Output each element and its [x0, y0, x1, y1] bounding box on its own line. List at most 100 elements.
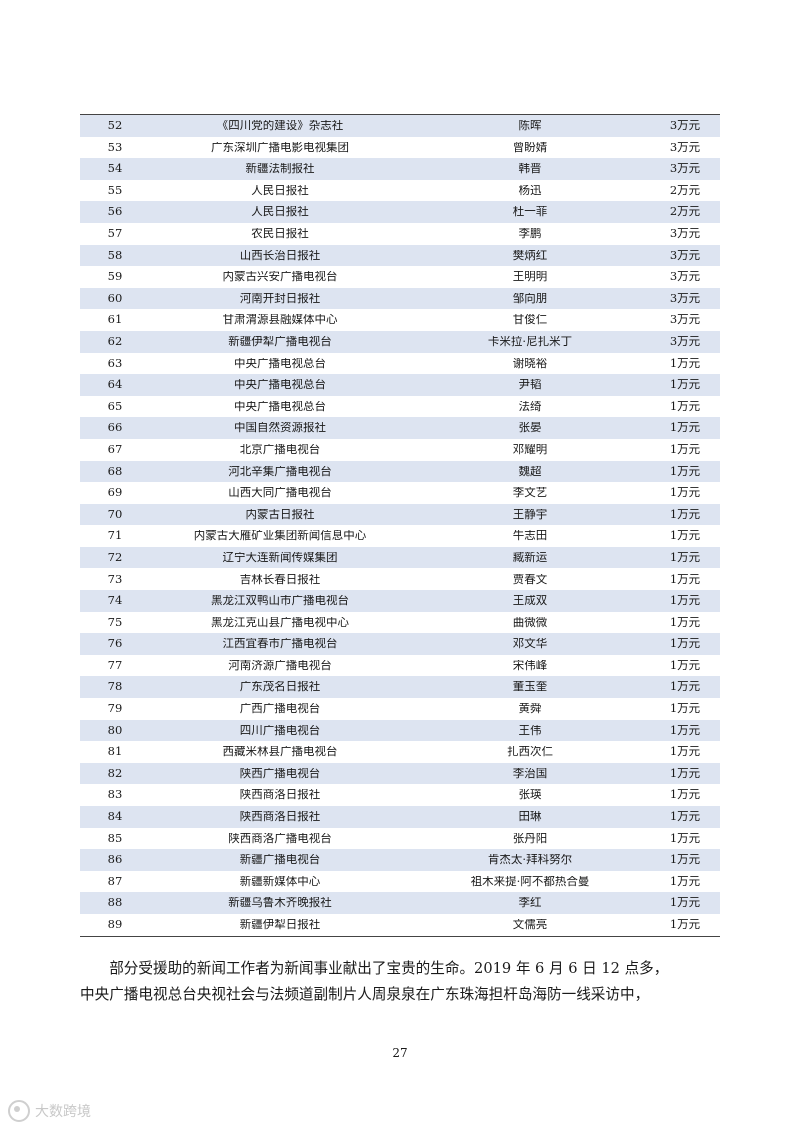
recipient-name-cell: 陈晖	[518, 120, 542, 132]
organization-cell: 新疆法制报社	[245, 163, 315, 175]
aid-amount-cell: 1万元	[669, 873, 701, 888]
recipient-name-cell: 张瑛	[518, 789, 542, 801]
row-number: 83	[107, 787, 123, 802]
organization-cell: 吉林长春日报社	[239, 573, 321, 586]
row-number: 56	[107, 204, 123, 219]
aid-amount-cell: 1万元	[669, 398, 701, 413]
table-row: 57 农民日报社 李鹏 3万元	[80, 223, 720, 245]
organization-cell: 中央广播电视总台	[234, 357, 326, 370]
aid-amount-cell: 2万元	[669, 204, 701, 219]
organization-cell: 黑龙江双鸭山市广播电视台	[211, 595, 349, 607]
aid-amount-cell: 1万元	[669, 420, 701, 435]
organization-cell: 黑龙江克山县广播电视中心	[211, 616, 349, 629]
aid-amount-cell: 3万元	[669, 226, 701, 241]
recipient-name-cell: 法绮	[518, 400, 542, 413]
table-row: 78 广东茂名日报社 董玉奎 1万元	[80, 676, 720, 699]
aid-amount-cell: 1万元	[669, 485, 701, 500]
aid-amount-cell: 1万元	[669, 549, 701, 564]
row-number: 70	[107, 506, 123, 521]
organization-cell: 人民日报社	[251, 184, 309, 197]
paragraph-line: 中央广播电视总台央视社会与法频道副制片人周泉泉在广东珠海担杆岛海防一线采访中，	[80, 986, 650, 1003]
table-row: 55 人民日报社 杨迅 2万元	[80, 180, 720, 202]
recipient-name-cell: 邓耀明	[512, 443, 548, 456]
aid-amount-cell: 1万元	[669, 809, 701, 824]
table-row: 84 陕西商洛日报社 田琳 1万元	[80, 806, 720, 828]
table-row: 88 新疆乌鲁木齐晚报社 李红 1万元	[80, 892, 720, 914]
row-number: 81	[107, 744, 123, 759]
aid-amount-cell: 1万元	[669, 571, 701, 586]
organization-cell: 中央广播电视总台	[234, 400, 326, 413]
organization-cell: 《四川党的建设》杂志社	[216, 120, 344, 132]
aid-amount-cell: 1万元	[669, 679, 701, 694]
organization-cell: 山西长治日报社	[239, 249, 321, 262]
row-number: 61	[107, 312, 123, 327]
table-row: 79 广西广播电视台 黄舜 1万元	[80, 698, 720, 720]
table-row: 82 陕西广播电视台 李治国 1万元	[80, 762, 720, 785]
organization-cell: 西藏米林县广播电视台	[222, 746, 338, 758]
recipient-name-cell: 臧新运	[512, 551, 548, 564]
row-number: 73	[107, 571, 123, 586]
row-number: 85	[107, 830, 123, 845]
organization-cell: 山西大同广播电视台	[228, 487, 332, 499]
organization-cell: 河北辛集广播电视台	[228, 465, 332, 478]
table-row: 66 中国自然资源报社 张晏 1万元	[80, 417, 720, 439]
row-number: 68	[107, 463, 123, 478]
body-paragraph: 部分受援助的新闻工作者为新闻事业献出了宝贵的生命。2019 年 6 月 6 日 …	[80, 956, 720, 1008]
row-number: 60	[107, 290, 123, 305]
organization-cell: 中央广播电视总台	[234, 379, 326, 391]
recipient-name-cell: 董玉奎	[512, 681, 548, 693]
aid-amount-cell: 1万元	[669, 377, 701, 392]
table-row: 68 河北辛集广播电视台 魏超 1万元	[80, 460, 720, 483]
recipient-name-cell: 邹向朋	[512, 292, 548, 305]
table-row: 54 新疆法制报社 韩晋 3万元	[80, 158, 720, 180]
row-number: 80	[107, 722, 123, 737]
table-row: 74 黑龙江双鸭山市广播电视台 王成双 1万元	[80, 590, 720, 612]
row-number: 63	[107, 355, 123, 370]
aid-amount-cell: 3万元	[669, 118, 701, 133]
recipient-name-cell: 田琳	[518, 811, 542, 823]
row-number: 58	[107, 247, 123, 262]
row-number: 66	[107, 420, 123, 435]
aid-amount-cell: 1万元	[669, 355, 701, 370]
recipient-name-cell: 李红	[518, 897, 542, 909]
aid-amount-cell: 1万元	[669, 528, 701, 543]
recipient-name-cell: 谢晓裕	[512, 357, 548, 370]
aid-amount-cell: 1万元	[669, 463, 701, 478]
recipient-name-cell: 张晏	[518, 422, 542, 434]
organization-cell: 人民日报社	[251, 206, 309, 218]
organization-cell: 陕西广播电视台	[239, 767, 321, 780]
table-row: 53 广东深圳广播电影电视集团 曾盼婧 3万元	[80, 137, 720, 159]
table-row: 73 吉林长春日报社 贾春文 1万元	[80, 568, 720, 590]
aid-amount-cell: 1万元	[669, 636, 701, 651]
row-number: 88	[107, 895, 123, 910]
aid-amount-cell: 3万元	[669, 161, 701, 176]
aid-amount-cell: 1万元	[669, 657, 701, 672]
row-number: 69	[107, 485, 123, 500]
organization-cell: 新疆新媒体中心	[239, 875, 321, 888]
organization-cell: 内蒙古日报社	[245, 508, 315, 521]
aid-amount-cell: 3万元	[669, 333, 701, 348]
row-number: 75	[107, 614, 123, 629]
aid-amount-cell: 1万元	[669, 852, 701, 867]
aid-amount-cell: 2万元	[669, 182, 701, 197]
aid-amount-cell: 1万元	[669, 614, 701, 629]
recipient-name-cell: 黄舜	[518, 703, 542, 715]
table-row: 59 内蒙古兴安广播电视台 王明明 3万元	[80, 266, 720, 288]
organization-cell: 河南开封日报社	[239, 292, 321, 305]
aid-amount-cell: 1万元	[669, 895, 701, 910]
watermark-text: 大数跨境	[35, 1104, 91, 1120]
organization-cell: 农民日报社	[251, 228, 309, 240]
camera-watermark-icon	[8, 1100, 30, 1122]
table-row: 80 四川广播电视台 王伟 1万元	[80, 719, 720, 742]
recipient-name-cell: 张丹阳	[512, 832, 548, 845]
row-number: 59	[107, 269, 123, 284]
row-number: 72	[107, 549, 123, 564]
table-row: 67 北京广播电视台 邓耀明 1万元	[80, 439, 720, 461]
organization-cell: 江西宜春市广播电视台	[222, 638, 338, 650]
organization-cell: 河南济源广播电视台	[228, 659, 332, 672]
recipient-name-cell: 文儒亮	[512, 919, 548, 931]
table-row: 63 中央广播电视总台 谢晓裕 1万元	[80, 353, 720, 375]
table-row: 62 新疆伊犁广播电视台 卡米拉·尼扎米丁 3万元	[80, 330, 720, 353]
recipient-name-cell: 牛志田	[512, 530, 548, 542]
organization-cell: 新疆乌鲁木齐晚报社	[228, 897, 332, 909]
